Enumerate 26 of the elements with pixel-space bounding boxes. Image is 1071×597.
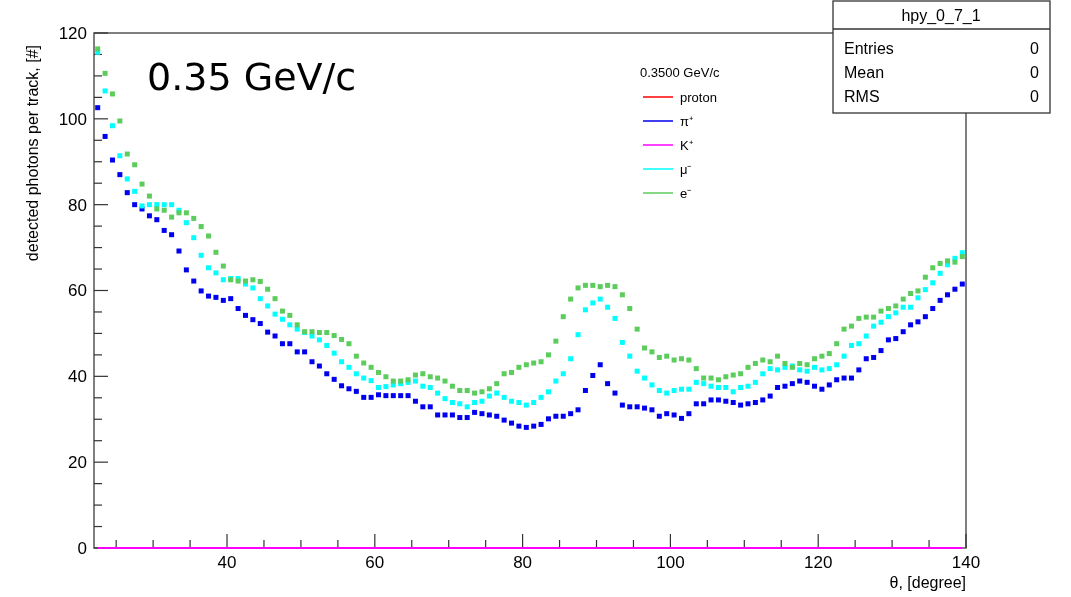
annotation: 0.35 GeV/c [147,55,357,99]
text: Mean 0 [844,64,1039,81]
y-axis-title: detected photons per track, [#] [24,45,41,262]
y-tick-label: 0 [77,538,87,558]
text: RMS 0 [844,88,1039,105]
y-tick-label: 20 [68,453,87,473]
x-tick-label: 80 [513,553,533,572]
text: Entries 0 [844,40,1039,57]
legend-label: e⁻ [680,185,692,201]
x-tick-label: 120 [804,553,833,572]
x-tick-label: 100 [656,553,685,572]
y-tick-label: 80 [68,195,87,215]
legend-label: π⁺ [680,113,693,129]
x-axis-title: θ, [degree] [889,574,966,591]
y-tick-label: 60 [68,281,87,301]
x-tick-label: 140 [951,553,981,572]
legend-title: 0.3500 GeV/c [640,65,720,80]
legend-label: K⁺ [680,137,693,153]
legend-label: μ⁻ [680,161,692,177]
text: hpy_0_7_1 [901,7,981,25]
y-tick-label: 120 [58,23,87,43]
y-tick-label: 40 [68,367,87,387]
legend-label: proton [680,89,717,105]
y-tick-label: 100 [58,109,87,129]
x-tick-label: 40 [217,553,237,572]
x-tick-label: 60 [365,553,385,572]
